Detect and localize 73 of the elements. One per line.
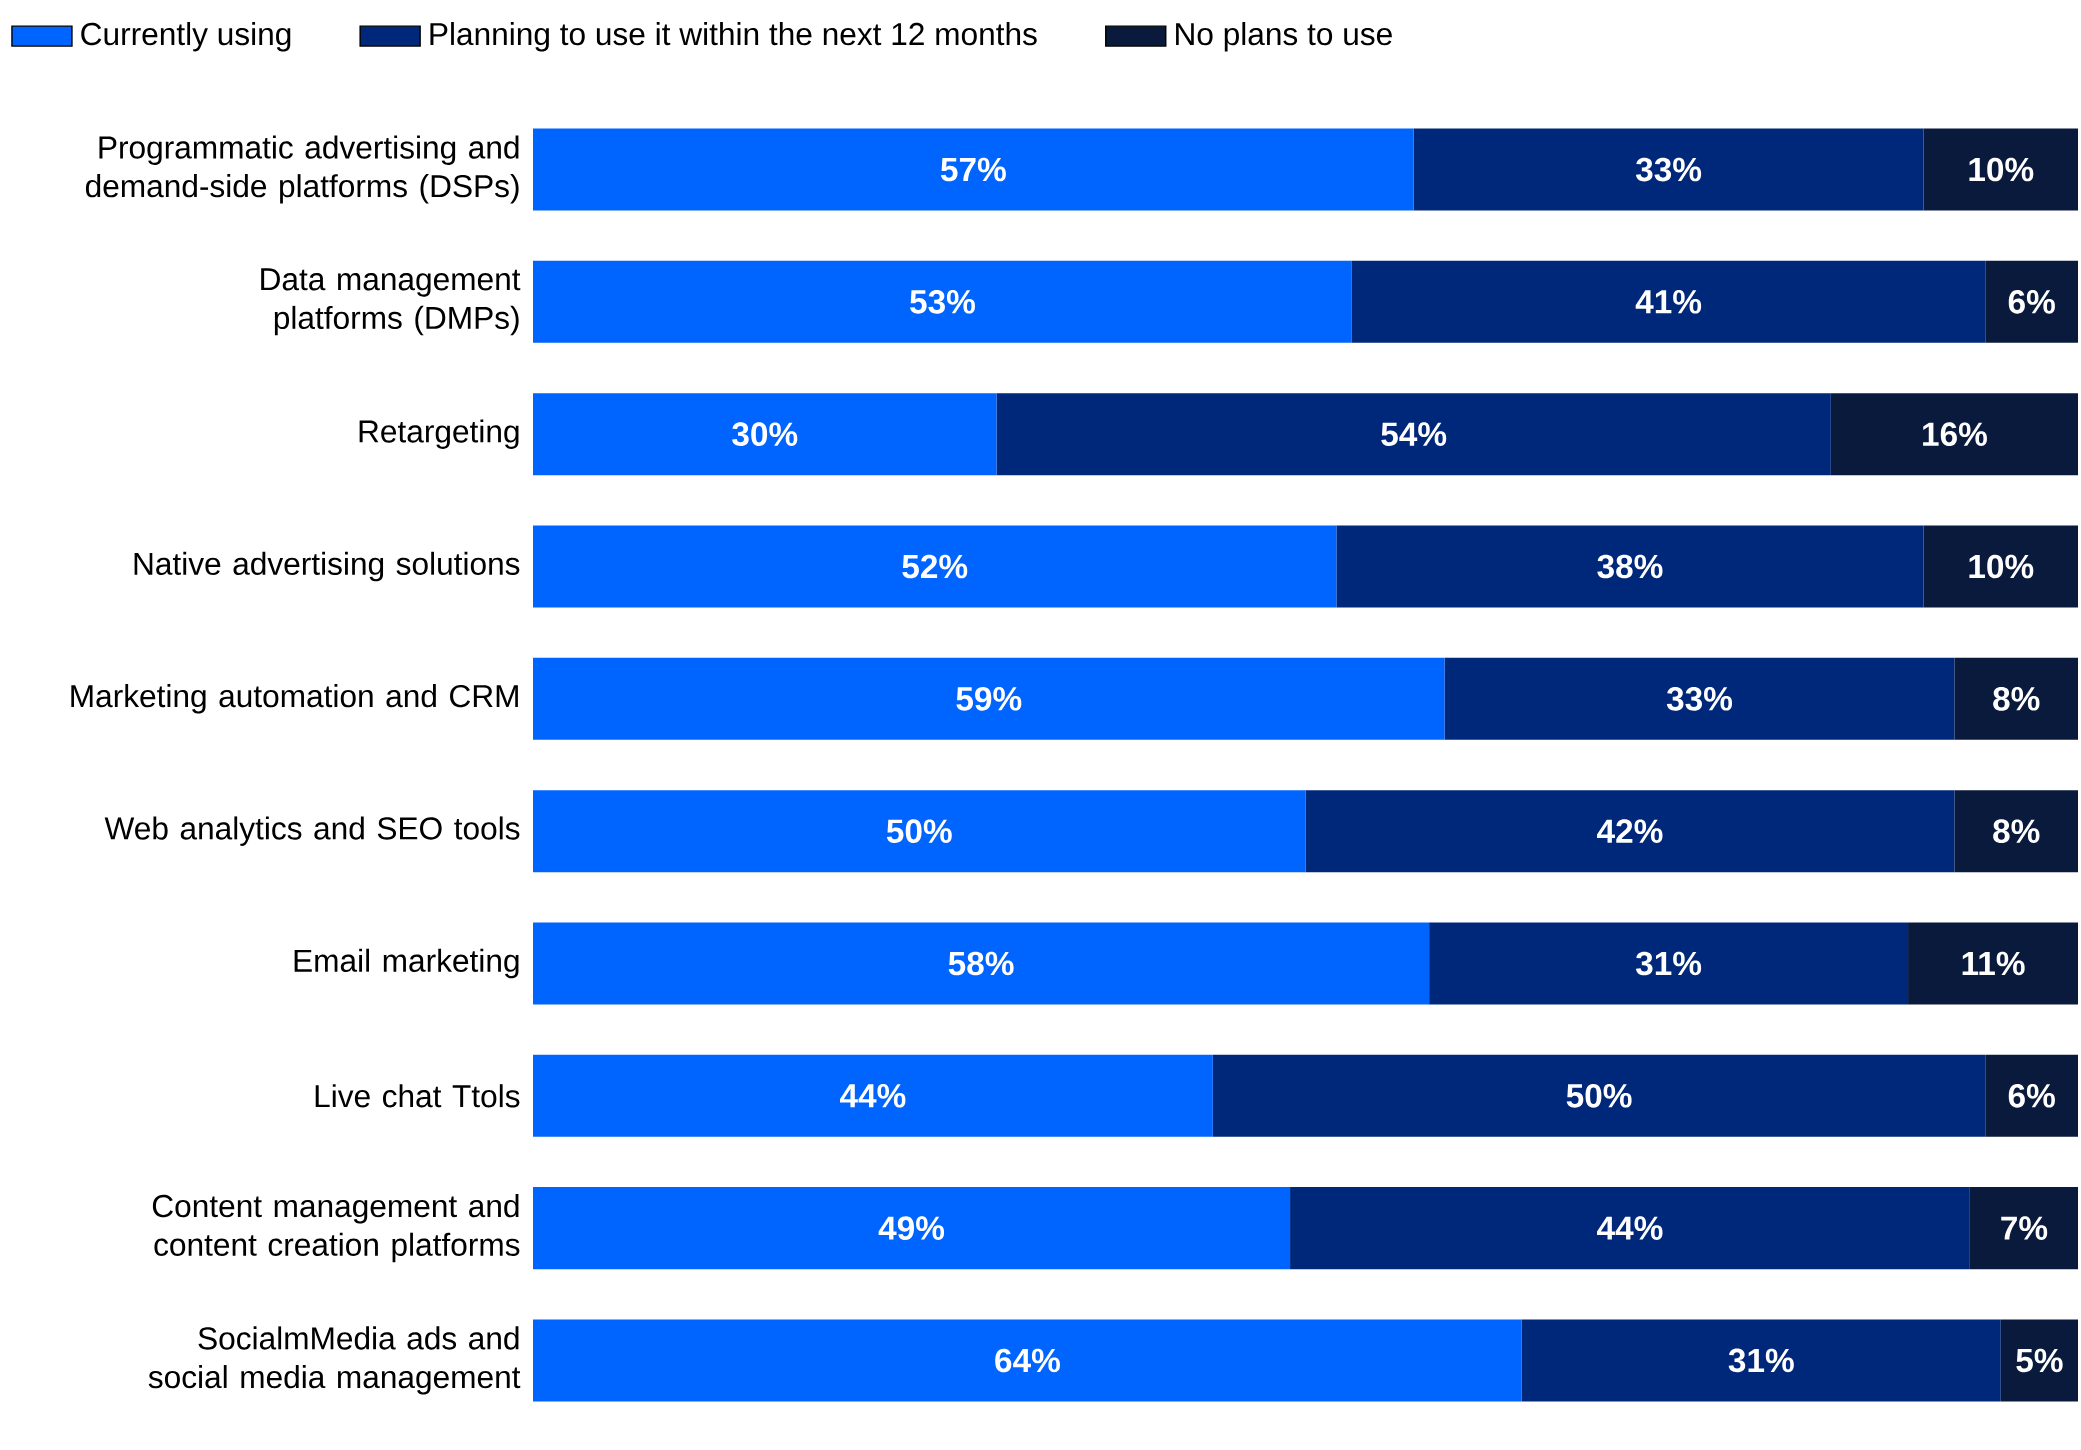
data-label: 58% — [948, 951, 1014, 976]
bar — [1923, 128, 2079, 211]
data-label: 42% — [1597, 819, 1663, 843]
bar — [533, 128, 1414, 211]
bar — [1923, 525, 2079, 608]
bar — [1985, 1054, 2079, 1137]
y-tick-label: Retargeting — [359, 419, 519, 449]
data-label: 33% — [1666, 686, 1733, 711]
y-tick-label: Live chat Ttols — [315, 1084, 520, 1108]
data-label: 5% — [2016, 1348, 2063, 1373]
data-label: 52% — [902, 554, 968, 579]
data-label: 64% — [995, 1348, 1060, 1373]
bar — [533, 1319, 1522, 1402]
bar — [1908, 922, 2079, 1005]
bar — [533, 525, 1337, 608]
bar — [1212, 1054, 1986, 1137]
bar — [533, 1054, 1213, 1137]
y-tick-label: Content management and content creation platforms — [152, 1194, 520, 1263]
data-label: 50% — [886, 819, 952, 843]
data-label: 57% — [940, 157, 1006, 182]
data-label: 11% — [1962, 951, 2025, 976]
bar — [1444, 657, 1955, 740]
data-label: 8% — [1993, 819, 2040, 843]
data-label: 31% — [1728, 1348, 1794, 1373]
y-tick-label: Email marketing — [294, 948, 519, 979]
y-tick-label: Marketing automation and CRM — [71, 684, 518, 714]
legend-label: Currently using — [81, 22, 291, 52]
data-label: 10% — [1969, 157, 2034, 182]
bar — [1336, 525, 1924, 608]
data-label: 8% — [1993, 687, 2040, 711]
y-tick-label: Native advertising solutions — [134, 551, 520, 582]
bar — [1413, 128, 1924, 211]
data-label: 16% — [1923, 422, 1987, 446]
data-label: 7% — [2001, 1216, 2048, 1240]
data-label: 41% — [1635, 290, 1702, 314]
data-label: 53% — [910, 290, 975, 314]
bar — [2000, 1319, 2079, 1402]
bar — [1830, 393, 2079, 476]
bar — [1429, 922, 1909, 1005]
data-label: 6% — [2008, 1083, 2055, 1108]
bar — [533, 393, 997, 476]
data-label: 38% — [1597, 554, 1663, 579]
bar — [533, 260, 1352, 343]
data-label: 44% — [1597, 1216, 1663, 1240]
data-label: 49% — [878, 1216, 945, 1240]
legend-label: No plans to use — [1176, 22, 1392, 52]
data-label: 59% — [956, 687, 1022, 711]
y-tick-label: Programmatic advertising and demand-side platforms (DSPs) — [85, 135, 519, 204]
bar — [533, 790, 1306, 873]
bar — [996, 393, 1831, 476]
y-tick-label: SocialmMedia ads and social media management — [148, 1326, 521, 1395]
data-label: 44% — [839, 1084, 906, 1108]
bar — [533, 922, 1430, 1005]
y-tick-label: Data management platforms (DMPs) — [261, 268, 521, 336]
bar — [1305, 790, 1955, 873]
data-label: 10% — [1969, 554, 2034, 579]
data-label: 50% — [1566, 1083, 1632, 1108]
bar — [533, 1187, 1291, 1270]
bar — [1290, 1187, 1970, 1270]
bar — [1351, 260, 1986, 343]
bar — [1985, 260, 2079, 343]
y-tick-label: Web analytics and SEO tools — [104, 816, 520, 846]
bar — [1954, 790, 2079, 873]
bar — [1969, 1187, 2079, 1270]
data-label: 30% — [732, 422, 798, 447]
bar — [1521, 1319, 2001, 1402]
data-label: 31% — [1635, 951, 1702, 976]
legend-label: Planning to use it within the next 12 months — [430, 22, 1037, 52]
data-label: 6% — [2008, 290, 2055, 314]
bar — [533, 657, 1445, 740]
bar — [1954, 657, 2079, 740]
data-label: 33% — [1635, 157, 1702, 182]
data-label: 54% — [1381, 422, 1447, 446]
